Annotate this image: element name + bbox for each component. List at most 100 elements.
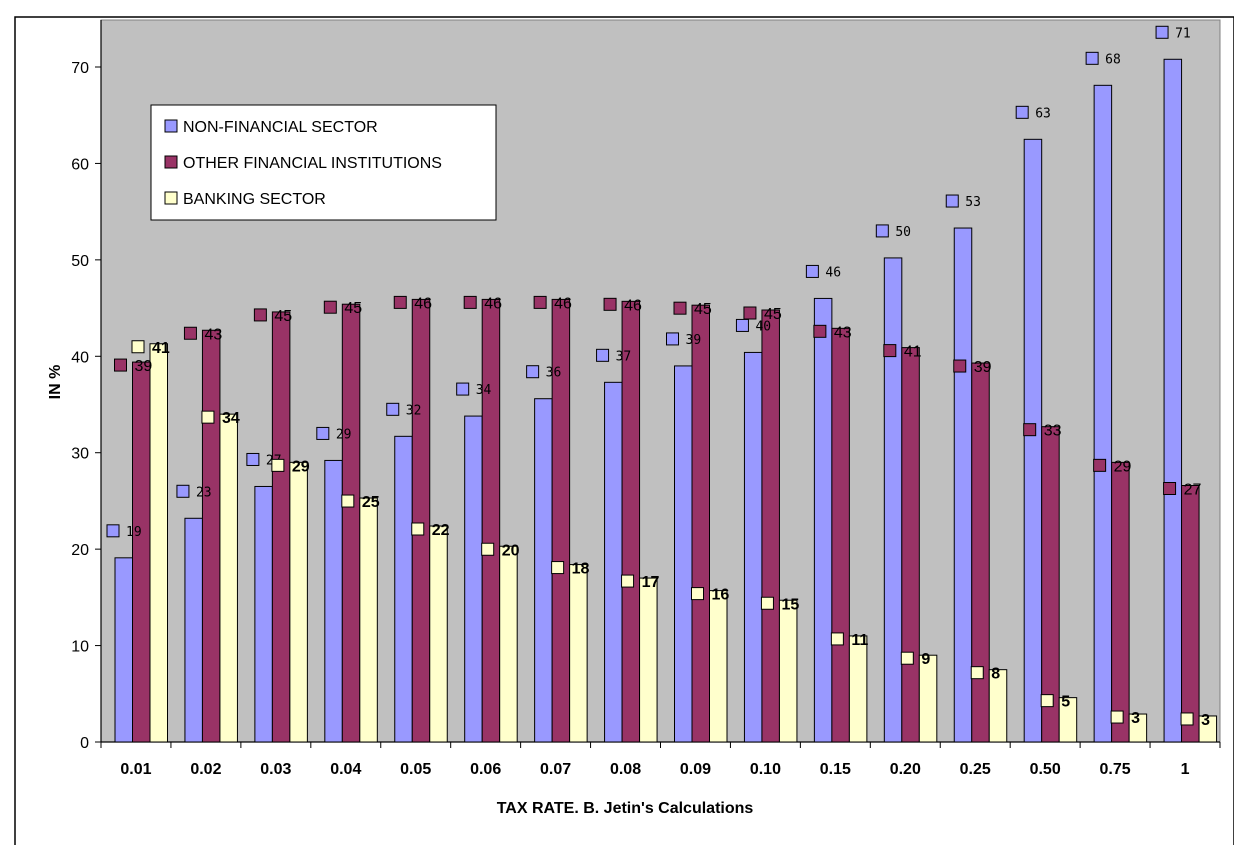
data-label: 46 <box>414 295 432 312</box>
data-label-marker <box>596 348 610 362</box>
data-label-marker <box>183 326 197 340</box>
data-label-marker <box>463 295 477 309</box>
bar-non-financial <box>813 297 833 743</box>
legend-entry: OTHER FINANCIAL INSTITUTIONS <box>183 155 442 172</box>
bar-other-financial <box>341 303 361 743</box>
data-label: 46 <box>624 297 642 314</box>
data-label-marker <box>743 306 757 320</box>
bar-non-financial <box>254 485 273 743</box>
data-label-marker <box>666 332 679 346</box>
data-label-marker <box>341 494 355 508</box>
bar-non-financial <box>534 398 553 743</box>
x-tick-label: 0.04 <box>330 761 361 778</box>
y-tick-label: 70 <box>71 60 89 77</box>
legend-box <box>150 104 497 221</box>
data-label-marker <box>875 224 889 238</box>
data-label: 25 <box>362 494 380 511</box>
bar-other-financial <box>971 362 990 743</box>
y-tick-label: 10 <box>71 639 89 656</box>
bar-other-financial <box>691 304 710 743</box>
data-label: 43 <box>834 324 852 341</box>
bars <box>114 58 1218 743</box>
data-label-marker <box>533 295 547 309</box>
data-label-marker <box>253 308 267 322</box>
data-label-marker <box>1155 25 1169 39</box>
bar-banking <box>918 654 938 743</box>
data-label: 41 <box>904 344 922 361</box>
data-label: 45 <box>344 300 362 317</box>
x-tick-label: 0.06 <box>470 761 501 778</box>
y-axis-title: IN % <box>47 365 64 400</box>
data-label-marker <box>1180 712 1194 726</box>
data-label: 45 <box>694 301 712 318</box>
bar-non-financial <box>324 459 343 743</box>
data-label: 40 <box>755 319 771 334</box>
data-label: 46 <box>825 265 841 280</box>
data-label: 53 <box>965 195 981 210</box>
y-tick-label: 40 <box>71 349 89 366</box>
legend-entry: BANKING SECTOR <box>183 191 326 208</box>
bar-banking <box>499 545 518 743</box>
data-label-marker <box>114 358 127 372</box>
bar-banking <box>639 577 658 743</box>
x-tick-label: 0.15 <box>820 761 851 778</box>
data-label: 5 <box>1061 694 1070 711</box>
bar-non-financial <box>604 381 623 743</box>
legend-entry: NON-FINANCIAL SECTOR <box>183 119 378 136</box>
data-label: 63 <box>1035 106 1051 121</box>
data-label-marker <box>1163 482 1177 495</box>
bar-banking <box>1198 715 1218 743</box>
data-label: 29 <box>292 458 310 475</box>
data-label: 16 <box>712 587 730 604</box>
data-label: 19 <box>126 525 142 540</box>
y-tick-label: 0 <box>80 735 89 752</box>
data-label: 39 <box>135 358 153 375</box>
bar-non-financial <box>1163 58 1183 743</box>
data-label-marker <box>176 484 190 498</box>
data-label-marker <box>551 561 565 575</box>
x-tick-label: 0.25 <box>960 761 991 778</box>
data-label-marker <box>691 587 704 601</box>
data-label: 37 <box>616 349 632 364</box>
data-label-marker <box>953 359 967 373</box>
x-axis-title: TAX RATE. B. Jetin's Calculations <box>497 800 754 817</box>
bar-banking <box>219 413 238 743</box>
data-label: 41 <box>152 340 170 357</box>
data-label-marker <box>481 542 495 556</box>
x-tick-label: 0.01 <box>120 761 151 778</box>
x-tick-label: 0.75 <box>1100 761 1131 778</box>
data-label-marker <box>1015 105 1029 119</box>
bar-non-financial <box>184 517 203 743</box>
data-label-marker <box>830 632 844 646</box>
data-label-marker <box>131 340 145 354</box>
bar-non-financial <box>394 435 413 743</box>
legend-swatch <box>164 119 178 133</box>
data-label-marker <box>970 666 984 680</box>
bar-banking <box>988 669 1008 743</box>
data-label: 46 <box>554 295 572 312</box>
data-label: 34 <box>222 410 240 427</box>
data-label: 39 <box>686 333 702 348</box>
data-label-marker <box>393 295 407 309</box>
data-label: 36 <box>546 366 562 381</box>
data-label-marker <box>621 574 635 588</box>
data-label-marker <box>1093 458 1107 472</box>
bar-banking <box>1058 697 1078 743</box>
data-label: 27 <box>1184 482 1202 499</box>
data-label-marker <box>883 344 897 358</box>
data-label: 3 <box>1131 710 1140 727</box>
bar-non-financial <box>953 227 973 743</box>
data-label-marker <box>735 318 749 332</box>
data-label-marker <box>945 194 959 208</box>
x-tick-label: 0.20 <box>890 761 921 778</box>
data-label: 29 <box>1114 458 1132 475</box>
data-label-marker <box>1110 710 1124 724</box>
data-label: 9 <box>921 651 930 668</box>
legend-swatch <box>164 155 178 169</box>
data-label: 45 <box>274 308 292 325</box>
bar-non-financial <box>464 415 483 743</box>
bar-other-financial <box>132 361 151 743</box>
bar-banking <box>709 590 728 743</box>
x-tick-label: 0.05 <box>400 761 431 778</box>
data-label-marker <box>106 524 120 538</box>
